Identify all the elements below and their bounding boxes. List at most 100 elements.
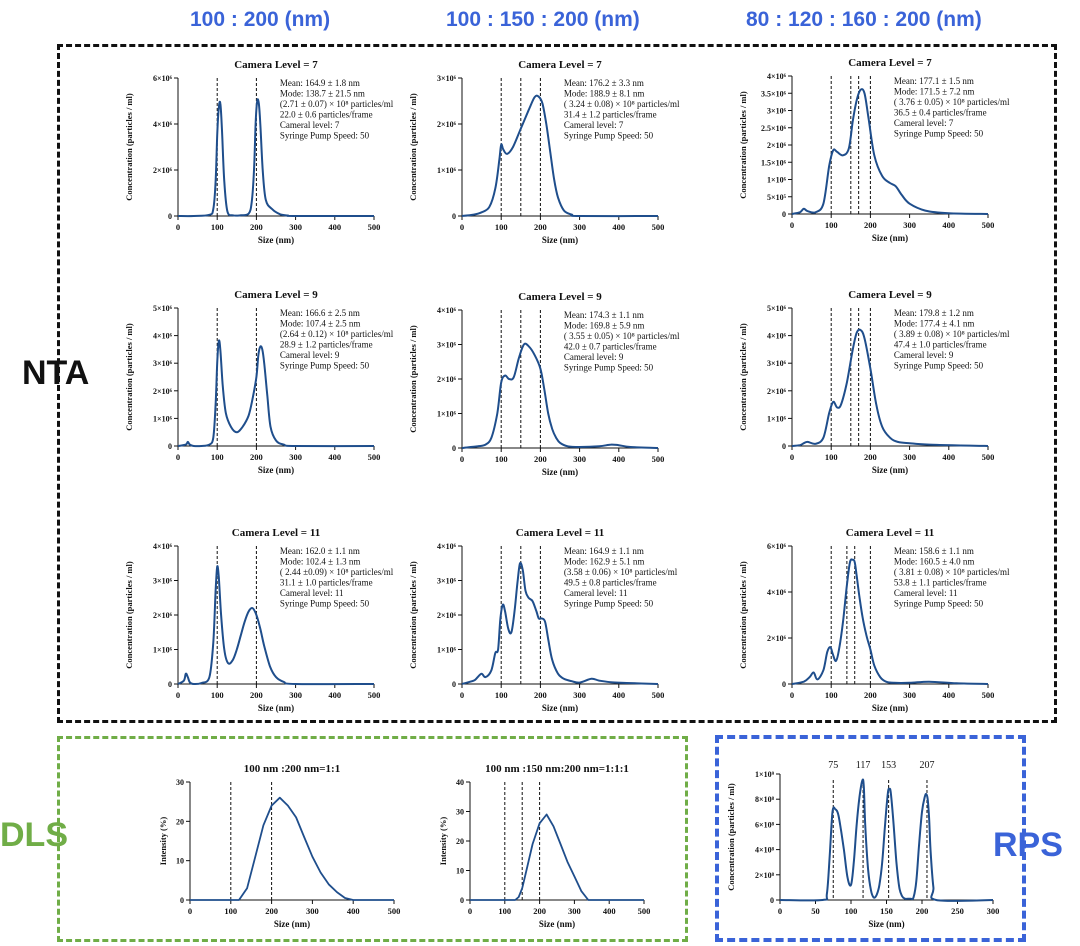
y-tick-label: 2×10⁶ xyxy=(437,375,457,384)
x-tick-label: 100 xyxy=(825,452,838,462)
x-tick-label: 200 xyxy=(250,452,263,462)
x-tick-label: 200 xyxy=(864,220,877,230)
plot-area: Camera Level = 11 0 100 200 300 400 500 0 1×10⁶ 2… xyxy=(124,527,394,713)
x-tick-label: 0 xyxy=(790,452,794,462)
annotation-line: Mode: 177.4 ± 4.1 nm xyxy=(894,319,974,329)
x-tick-label: 500 xyxy=(652,690,665,700)
annotation-line: Syringe Pump Speed: 50 xyxy=(280,599,370,609)
y-tick-label: 3×10⁶ xyxy=(437,577,457,586)
x-tick-label: 300 xyxy=(573,454,586,464)
x-tick-label: 0 xyxy=(176,452,180,462)
series-line xyxy=(461,342,659,449)
chart-svg: 100 nm :200 nm=1:1 0 100 200 300 400 500 0 10 20 3… xyxy=(158,763,401,929)
dls-group-frame xyxy=(57,736,688,942)
x-tick-label: 400 xyxy=(942,452,955,462)
annotation-line: Syringe Pump Speed: 50 xyxy=(894,361,984,371)
x-tick-label: 100 xyxy=(224,906,237,916)
y-tick-label: 2.5×10⁶ xyxy=(761,124,787,133)
x-tick-label: 400 xyxy=(612,222,625,232)
x-tick-label: 100 xyxy=(495,690,508,700)
nta-chart-level9-4peak: Camera Level = 9 0 100 200 300 400 500 0 1×10⁶ 2×… xyxy=(732,282,1010,482)
x-axis-label: Size (nm) xyxy=(258,703,294,713)
x-tick-label: 300 xyxy=(289,452,302,462)
annotation-line: Syringe Pump Speed: 50 xyxy=(564,363,654,373)
y-axis-label: Concentration (particles / ml) xyxy=(738,323,748,431)
x-tick-label: 0 xyxy=(176,690,180,700)
x-tick-label: 0 xyxy=(778,906,782,916)
annotation-line: Mode: 171.5 ± 7.2 nm xyxy=(894,87,974,97)
annotation-line: Cameral level: 7 xyxy=(894,118,954,128)
annotation-line: Cameral level: 11 xyxy=(564,588,628,598)
x-axis-label: Size (nm) xyxy=(539,919,575,929)
x-tick-label: 0 xyxy=(460,690,464,700)
chart-title: Camera Level = 11 xyxy=(232,527,320,539)
x-tick-label: 200 xyxy=(534,222,547,232)
plot-area: 100 nm :150 nm:200 nm=1:1:10 100 200 300 400… xyxy=(438,763,650,929)
x-tick-label: 300 xyxy=(903,690,916,700)
x-tick-label: 200 xyxy=(250,690,263,700)
annotation-line: Mode: 138.7 ± 21.5 nm xyxy=(280,89,365,99)
y-axis-label: Concentration (particles / ml) xyxy=(124,561,134,669)
x-tick-label: 400 xyxy=(328,222,341,232)
peak-label: 117 xyxy=(856,760,871,771)
x-tick-label: 400 xyxy=(612,454,625,464)
x-tick-label: 50 xyxy=(811,906,820,916)
y-axis-label: Concentration (particles / ml) xyxy=(408,325,418,433)
y-tick-label: 0 xyxy=(452,444,456,453)
chart-svg: Camera Level = 9 0 100 200 300 400 500 0 1×10⁶ 2×… xyxy=(124,289,394,475)
x-tick-label: 200 xyxy=(864,452,877,462)
x-tick-label: 250 xyxy=(951,906,964,916)
annotation-line: Syringe Pump Speed: 50 xyxy=(280,361,370,371)
annotation-line: (2.71 ± 0.07) × 10⁸ particles/ml xyxy=(280,99,394,109)
x-tick-label: 500 xyxy=(388,906,401,916)
x-axis-label: Size (nm) xyxy=(258,465,294,475)
x-tick-label: 500 xyxy=(368,452,381,462)
chart-svg: Camera Level = 7 0 100 200 300 400 500 0 5×10⁵ 1×… xyxy=(738,57,1010,243)
annotation-line: 42.0 ± 0.7 particles/frame xyxy=(564,342,657,352)
plot-area: Camera Level = 7 0 100 200 300 400 500 0 1×10⁶ 2×… xyxy=(408,59,680,245)
plot-area: 0 50 100 150 200 250 300 0 2×10⁸ 4×10⁸ 6×10⁸ 8×10⁸ 1… xyxy=(726,760,999,929)
x-tick-label: 500 xyxy=(368,222,381,232)
y-tick-label: 4×10⁶ xyxy=(437,542,457,551)
y-tick-label: 4×10⁶ xyxy=(153,332,173,341)
annotation-line: Cameral level: 9 xyxy=(564,352,624,362)
annotation-line: Syringe Pump Speed: 50 xyxy=(564,599,654,609)
annotation-line: Mode: 162.9 ± 5.1 nm xyxy=(564,557,644,567)
y-tick-label: 4×10⁶ xyxy=(437,306,457,315)
nta-chart-level7-4peak: Camera Level = 7 0 100 200 300 400 500 0 5×10⁵ 1×… xyxy=(732,50,1010,250)
series-line xyxy=(177,565,375,686)
y-axis-label: Intensity (%) xyxy=(438,817,448,866)
rps-group-frame xyxy=(715,735,1026,942)
chart-title: Camera Level = 9 xyxy=(234,289,318,301)
y-tick-label: 2×10⁶ xyxy=(767,141,787,150)
plot-area: Camera Level = 7 0 100 200 300 400 500 0 2×10⁶ 4×… xyxy=(124,59,394,245)
x-axis-label: Size (nm) xyxy=(872,233,908,243)
y-tick-label: 3×10⁶ xyxy=(437,341,457,350)
y-tick-label: 6×10⁶ xyxy=(153,74,173,83)
chart-svg: Camera Level = 11 0 100 200 300 400 500 0 1×10⁶ 2… xyxy=(124,527,394,713)
y-tick-label: 1×10⁹ xyxy=(755,770,775,779)
x-tick-label: 300 xyxy=(903,452,916,462)
annotation-line: 53.8 ± 1.1 particles/frame xyxy=(894,578,987,588)
x-tick-label: 0 xyxy=(468,906,472,916)
x-tick-label: 200 xyxy=(533,906,546,916)
x-tick-label: 200 xyxy=(534,454,547,464)
annotation-line: Cameral level: 9 xyxy=(280,350,340,360)
annotation-line: 31.1 ± 1.0 particles/frame xyxy=(280,578,373,588)
annotation-line: Cameral level: 11 xyxy=(280,588,344,598)
series-line xyxy=(791,328,989,447)
chart-title: Camera Level = 7 xyxy=(848,57,932,69)
x-tick-label: 500 xyxy=(982,690,995,700)
dls-label: DLS xyxy=(0,816,68,854)
y-tick-label: 2×10⁶ xyxy=(767,634,787,643)
x-tick-label: 400 xyxy=(328,690,341,700)
peak-label: 153 xyxy=(881,760,896,771)
x-axis-label: Size (nm) xyxy=(872,703,908,713)
rps-label: RPS xyxy=(993,826,1063,864)
annotation-line: Syringe Pump Speed: 50 xyxy=(894,129,984,139)
x-tick-label: 300 xyxy=(573,690,586,700)
y-tick-label: 2×10⁶ xyxy=(153,387,173,396)
chart-svg: Camera Level = 7 0 100 200 300 400 500 0 2×10⁶ 4×… xyxy=(124,59,394,245)
chart-title: Camera Level = 9 xyxy=(848,289,932,301)
chart-svg: 0 50 100 150 200 250 300 0 2×10⁸ 4×10⁸ 6×10⁸ 8×10⁸ 1… xyxy=(726,760,999,929)
